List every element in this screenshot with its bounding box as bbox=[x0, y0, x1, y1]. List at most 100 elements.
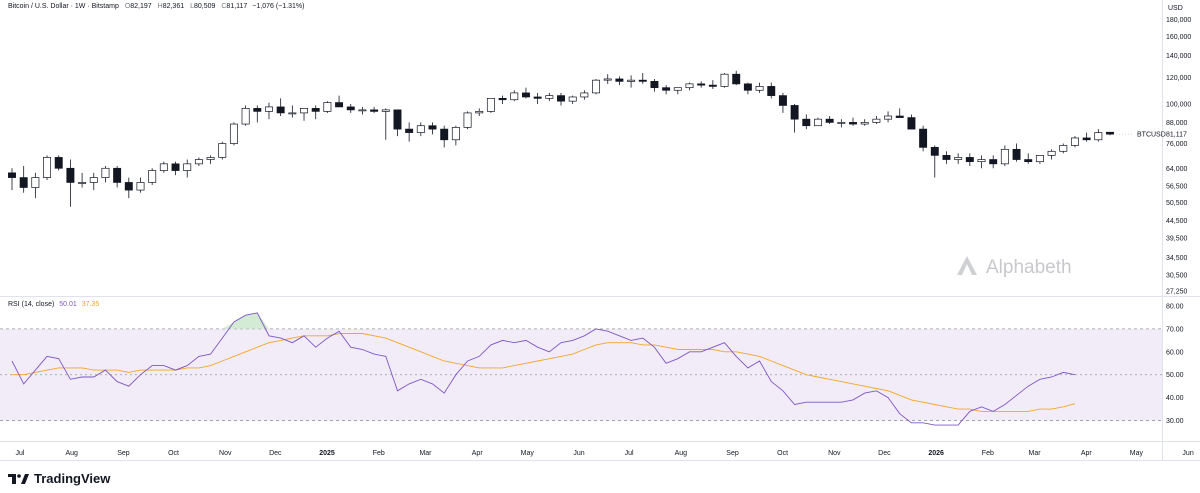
time-axis[interactable]: Jul Aug Sep Oct Nov Dec 2025 Feb Mar Apr May Jun Jul… bbox=[16, 450, 1194, 457]
symbol-title[interactable]: Bitcoin / U.S. Dollar · 1W · Bitstamp bbox=[8, 3, 119, 10]
candle-body-down bbox=[171, 163, 180, 171]
candle-body-down bbox=[919, 128, 928, 148]
time-tick-label: Mar bbox=[1029, 450, 1042, 457]
candle bbox=[101, 166, 110, 183]
candle bbox=[615, 76, 624, 86]
candle bbox=[638, 73, 647, 84]
high-value: 82,361 bbox=[162, 3, 185, 10]
candle-body-down bbox=[942, 155, 951, 160]
candle-body-down bbox=[802, 118, 811, 127]
rsi-tick-label: 50.00 bbox=[1166, 372, 1184, 379]
candle bbox=[194, 157, 203, 167]
candle-body-up bbox=[486, 98, 495, 112]
candle-body-down bbox=[335, 102, 344, 108]
candle bbox=[323, 101, 332, 113]
price-tick-label: 44,500 bbox=[1166, 218, 1188, 225]
alphabeth-logo-icon bbox=[957, 256, 977, 275]
price-tick-label: 160,000 bbox=[1166, 34, 1191, 41]
candle bbox=[206, 155, 215, 164]
candle bbox=[510, 90, 519, 102]
candle bbox=[229, 122, 238, 146]
candle bbox=[498, 95, 507, 104]
change-value: −1,076 (−1.31%) bbox=[252, 3, 305, 10]
candle bbox=[895, 108, 904, 118]
candle-body-up bbox=[592, 79, 601, 94]
candle-body-up bbox=[837, 122, 846, 124]
candle bbox=[440, 125, 449, 148]
candle-body-down bbox=[790, 105, 799, 120]
rsi-legend[interactable]: RSI (14, close) 50.01 37.35 bbox=[8, 301, 99, 308]
candle bbox=[405, 122, 414, 142]
price-axis[interactable]: 180,000 160,000 140,000 120,000 100,000 88,00… bbox=[1116, 17, 1191, 296]
candle bbox=[89, 172, 98, 191]
candle bbox=[416, 122, 425, 137]
candle bbox=[475, 108, 484, 117]
price-tick-label: 140,000 bbox=[1166, 53, 1191, 60]
candle-body-up bbox=[381, 109, 390, 112]
brand-name: TradingView bbox=[34, 471, 111, 486]
time-tick-label: Dec bbox=[878, 450, 891, 457]
price-tick-label: 76,000 bbox=[1166, 141, 1188, 148]
candle bbox=[300, 108, 308, 121]
candle-body-down bbox=[113, 167, 122, 183]
time-tick-label: Jun bbox=[1182, 450, 1193, 457]
candle bbox=[919, 125, 928, 152]
candle-body-down bbox=[521, 92, 530, 98]
candle-body-up bbox=[229, 123, 238, 144]
low-label: L bbox=[190, 3, 194, 10]
rsi-value: 50.01 bbox=[59, 301, 77, 308]
candle-body-down bbox=[124, 182, 133, 191]
candle-body-down bbox=[907, 117, 916, 130]
candle-body-up bbox=[323, 102, 332, 112]
chart-legend[interactable]: Bitcoin / U.S. Dollar · 1W · Bitstamp O 8… bbox=[8, 3, 304, 10]
candle-body-up bbox=[580, 92, 589, 98]
candle-body-up bbox=[720, 73, 729, 87]
candle-body-down bbox=[1082, 137, 1091, 141]
candle-body-down bbox=[1012, 148, 1021, 160]
candle bbox=[580, 90, 589, 100]
watermark: Alphabeth bbox=[957, 256, 1072, 278]
time-tick-label: Jun bbox=[573, 450, 584, 457]
low-value: 80,509 bbox=[193, 3, 216, 10]
candle-body-up bbox=[416, 125, 425, 133]
candle bbox=[837, 119, 846, 128]
candle bbox=[708, 80, 717, 89]
time-tick-label: 2025 bbox=[319, 450, 335, 457]
rsi-title[interactable]: RSI (14, close) bbox=[8, 301, 55, 308]
candle-body-up bbox=[510, 92, 519, 101]
rsi-tick-label: 80.00 bbox=[1166, 304, 1184, 311]
candle bbox=[463, 111, 472, 130]
candle bbox=[732, 70, 741, 86]
candle bbox=[989, 155, 998, 169]
candle bbox=[1000, 145, 1009, 167]
candle-body-up bbox=[603, 78, 612, 81]
open-label: O bbox=[124, 3, 131, 10]
candle-body-down bbox=[743, 83, 752, 91]
rsi-ma-line bbox=[12, 333, 1076, 412]
candle bbox=[557, 92, 565, 106]
candle bbox=[685, 82, 694, 91]
close-value: 81,117 bbox=[226, 3, 248, 10]
candle-body-up bbox=[977, 159, 986, 163]
candle-body-up bbox=[358, 109, 367, 112]
time-tick-label: Aug bbox=[675, 450, 688, 457]
time-tick-label: Mar bbox=[419, 450, 432, 457]
rsi-axis[interactable]: 80.00 70.00 60.00 50.00 40.00 30.00 bbox=[1166, 304, 1184, 426]
candle bbox=[849, 117, 857, 126]
candle-body-up bbox=[463, 112, 472, 128]
time-tick-label: Feb bbox=[982, 450, 994, 457]
candle-body-up bbox=[685, 83, 694, 89]
candle-body-up bbox=[814, 118, 822, 127]
candle-body-down bbox=[253, 108, 262, 112]
candle bbox=[743, 82, 752, 95]
candle-body-down bbox=[346, 106, 355, 111]
price-tick-label: 120,000 bbox=[1166, 75, 1191, 82]
candle bbox=[428, 122, 437, 135]
candle bbox=[755, 82, 764, 93]
candle bbox=[884, 111, 893, 123]
candle-body-down bbox=[1024, 159, 1033, 163]
tradingview-brand[interactable]: TradingView bbox=[8, 471, 110, 486]
candle bbox=[19, 166, 28, 193]
candle-body-down bbox=[533, 96, 542, 99]
